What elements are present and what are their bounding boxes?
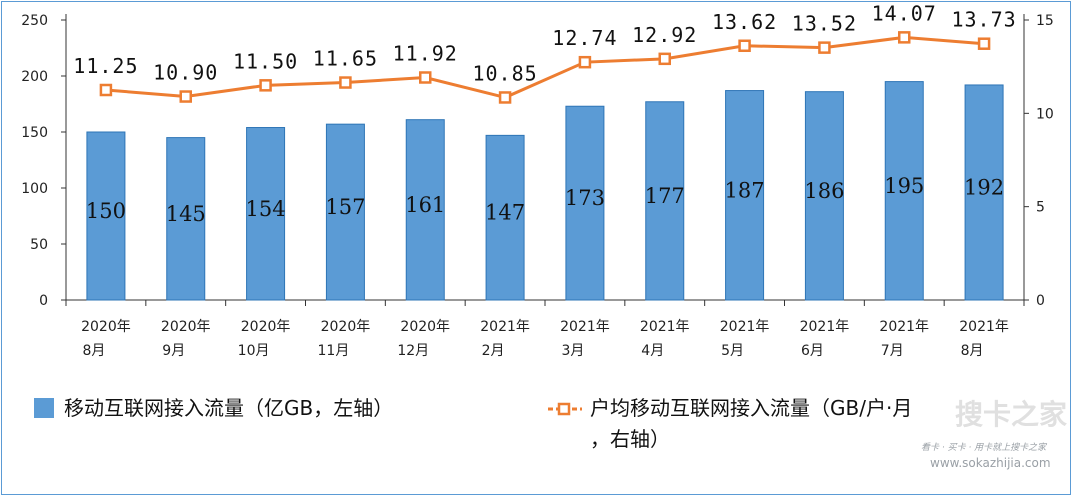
bar	[405, 119, 445, 301]
line-point	[419, 71, 432, 84]
legend-line-label-cont: ，右轴）	[590, 427, 670, 451]
y-left-tick-label: 0	[39, 293, 48, 309]
line-point	[898, 31, 911, 44]
line-point	[498, 91, 512, 104]
bar	[884, 81, 924, 301]
line-point	[658, 52, 671, 66]
y-right-tick-label: 15	[1036, 13, 1054, 29]
x-category-year: 2020年	[400, 319, 450, 335]
legend-line-label: 户均移动互联网接入流量（GB/户·月	[590, 396, 912, 420]
x-category-year: 2020年	[161, 319, 211, 335]
watermark-url: www.sokazhijia.com	[930, 456, 1051, 470]
y-left-tick-label: 250	[21, 13, 48, 29]
bar-value-label: 173	[565, 186, 605, 210]
legend-bar-swatch	[34, 398, 54, 418]
x-category-month: 9月	[162, 343, 185, 359]
line-value-label: 10.90	[153, 61, 218, 85]
bar	[86, 131, 126, 301]
x-category-year: 2021年	[879, 319, 929, 335]
bar-value-label: 195	[884, 174, 924, 198]
x-category-year: 2021年	[560, 319, 610, 335]
bar-value-label: 186	[804, 179, 844, 203]
y-left-tick-label: 100	[21, 181, 48, 197]
line-point	[99, 83, 113, 97]
x-category-month: 5月	[721, 343, 744, 359]
line-point	[578, 55, 592, 69]
bar	[804, 91, 844, 301]
line-value-label: 11.92	[393, 41, 458, 65]
y-left-tick-label: 50	[30, 237, 48, 253]
watermark-tagline: 看卡 · 买卡 · 用卡就上搜卡之家	[921, 442, 1047, 453]
line-value-label: 10.85	[472, 61, 537, 85]
bar	[565, 105, 605, 301]
x-category-month: 8月	[82, 343, 105, 359]
line-path	[105, 35, 985, 100]
x-category-month: 12月	[397, 343, 429, 359]
line-value-label: 14.07	[872, 1, 937, 25]
x-category-month: 8月	[961, 343, 984, 359]
bar-value-label: 147	[485, 201, 525, 225]
x-category-month: 2月	[482, 343, 505, 359]
line-point	[339, 76, 352, 89]
x-category-year: 2021年	[640, 319, 690, 335]
x-category-month: 4月	[641, 343, 664, 359]
y-left-tick-label: 200	[21, 69, 48, 85]
y-left-tick-label: 150	[21, 125, 48, 141]
category-labels: 2020年 8月 2020年 9月 2020年 10月 2020年 11月 2020年 12月 20…	[81, 319, 1009, 359]
line-series: 11.25 10.90 11.50 11.65 11.92 10.85 12.74 12.92…	[73, 1, 1016, 104]
line-value-label: 13.52	[792, 12, 857, 36]
line-value-label: 11.65	[313, 47, 378, 71]
x-category-month: 3月	[561, 343, 584, 359]
watermark-brand: 搜卡之家	[955, 398, 1067, 431]
bar-value-label: 192	[964, 175, 1004, 199]
y-right-tick-label: 10	[1036, 106, 1054, 122]
line-point	[259, 79, 272, 92]
bar-value-label: 177	[645, 184, 685, 208]
line-value-label: 12.74	[552, 26, 617, 50]
x-category-year: 2021年	[720, 319, 770, 335]
x-category-year: 2021年	[480, 319, 530, 335]
line-value-label: 13.73	[951, 8, 1016, 32]
bar	[246, 127, 286, 301]
bar-value-label: 157	[325, 195, 365, 219]
bar-series: 150 145 154 157 161 147 173 177 187 186 195 192	[86, 81, 1004, 301]
legend-line-marker-icon	[557, 402, 571, 416]
y-right-tick-label: 5	[1036, 200, 1045, 216]
x-category-year: 2021年	[800, 319, 850, 335]
bar	[485, 134, 525, 301]
line-value-label: 12.92	[632, 23, 697, 47]
bar-value-label: 187	[725, 178, 765, 202]
bar	[725, 90, 765, 301]
x-category-month: 6月	[801, 343, 824, 359]
line-value-label: 11.25	[73, 54, 138, 78]
x-category-month: 11月	[318, 343, 350, 359]
line-point	[179, 90, 192, 103]
bar-value-label: 161	[405, 193, 445, 217]
bar-value-label: 145	[166, 202, 206, 226]
y-right-tick-label: 0	[1036, 293, 1045, 309]
bar	[166, 137, 206, 301]
bar-value-label: 154	[246, 197, 286, 221]
line-value-label: 11.50	[233, 49, 298, 73]
line-point	[977, 37, 991, 50]
x-category-month: 7月	[881, 343, 904, 359]
legend-bar-label: 移动互联网接入流量（亿GB，左轴）	[64, 396, 393, 420]
watermark: 搜卡之家 看卡 · 买卡 · 用卡就上搜卡之家 www.sokazhijia.c…	[921, 398, 1067, 470]
x-category-year: 2020年	[81, 319, 131, 335]
bar	[964, 84, 1004, 301]
bar	[325, 123, 365, 301]
x-category-month: 10月	[238, 343, 270, 359]
bar	[645, 101, 685, 301]
x-category-year: 2020年	[241, 319, 291, 335]
x-category-year: 2020年	[321, 319, 371, 335]
line-value-label: 13.62	[712, 10, 777, 34]
legend: 移动互联网接入流量（亿GB，左轴） 户均移动互联网接入流量（GB/户·月 ，右轴…	[34, 396, 912, 451]
line-point	[738, 39, 751, 53]
x-category-year: 2021年	[959, 319, 1009, 335]
bar-value-label: 150	[86, 199, 126, 223]
line-point	[818, 41, 831, 54]
axes: 0 50 100 150 200 250 0 5 10 15	[21, 13, 1054, 309]
